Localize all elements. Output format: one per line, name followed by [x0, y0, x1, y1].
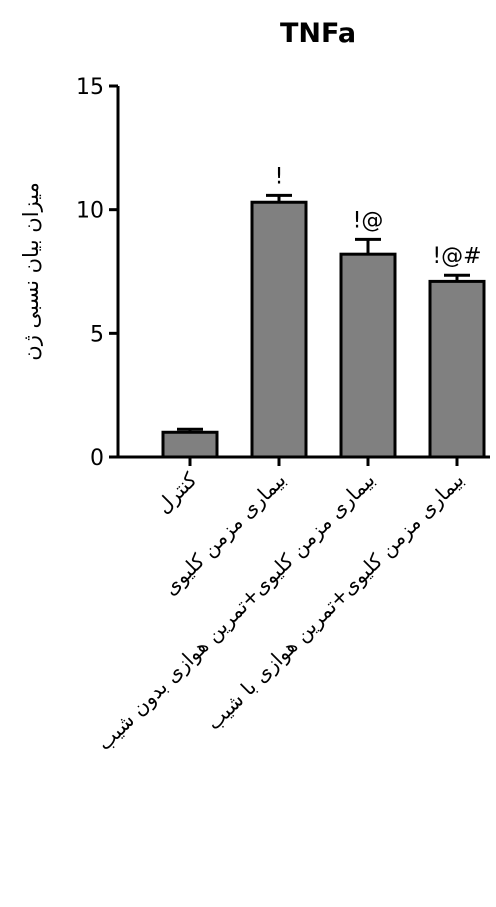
bar — [428, 279, 486, 459]
chart-title: TNFa — [280, 18, 356, 49]
bar — [339, 252, 397, 459]
bar — [161, 430, 219, 459]
y-tick-label: 10 — [76, 199, 104, 224]
y-tick-label: 15 — [76, 75, 104, 100]
y-tick-label: 0 — [90, 446, 104, 471]
significance-label: ! — [275, 164, 284, 189]
significance-label: !@ — [353, 208, 384, 233]
bars — [161, 193, 486, 459]
significance-label: !@# — [432, 244, 481, 269]
y-axis-label: میزان بیان نسبی ژن — [19, 182, 43, 360]
bar — [250, 200, 308, 459]
x-tick-label: کنترل — [151, 467, 202, 518]
y-tick-label: 5 — [90, 322, 104, 347]
